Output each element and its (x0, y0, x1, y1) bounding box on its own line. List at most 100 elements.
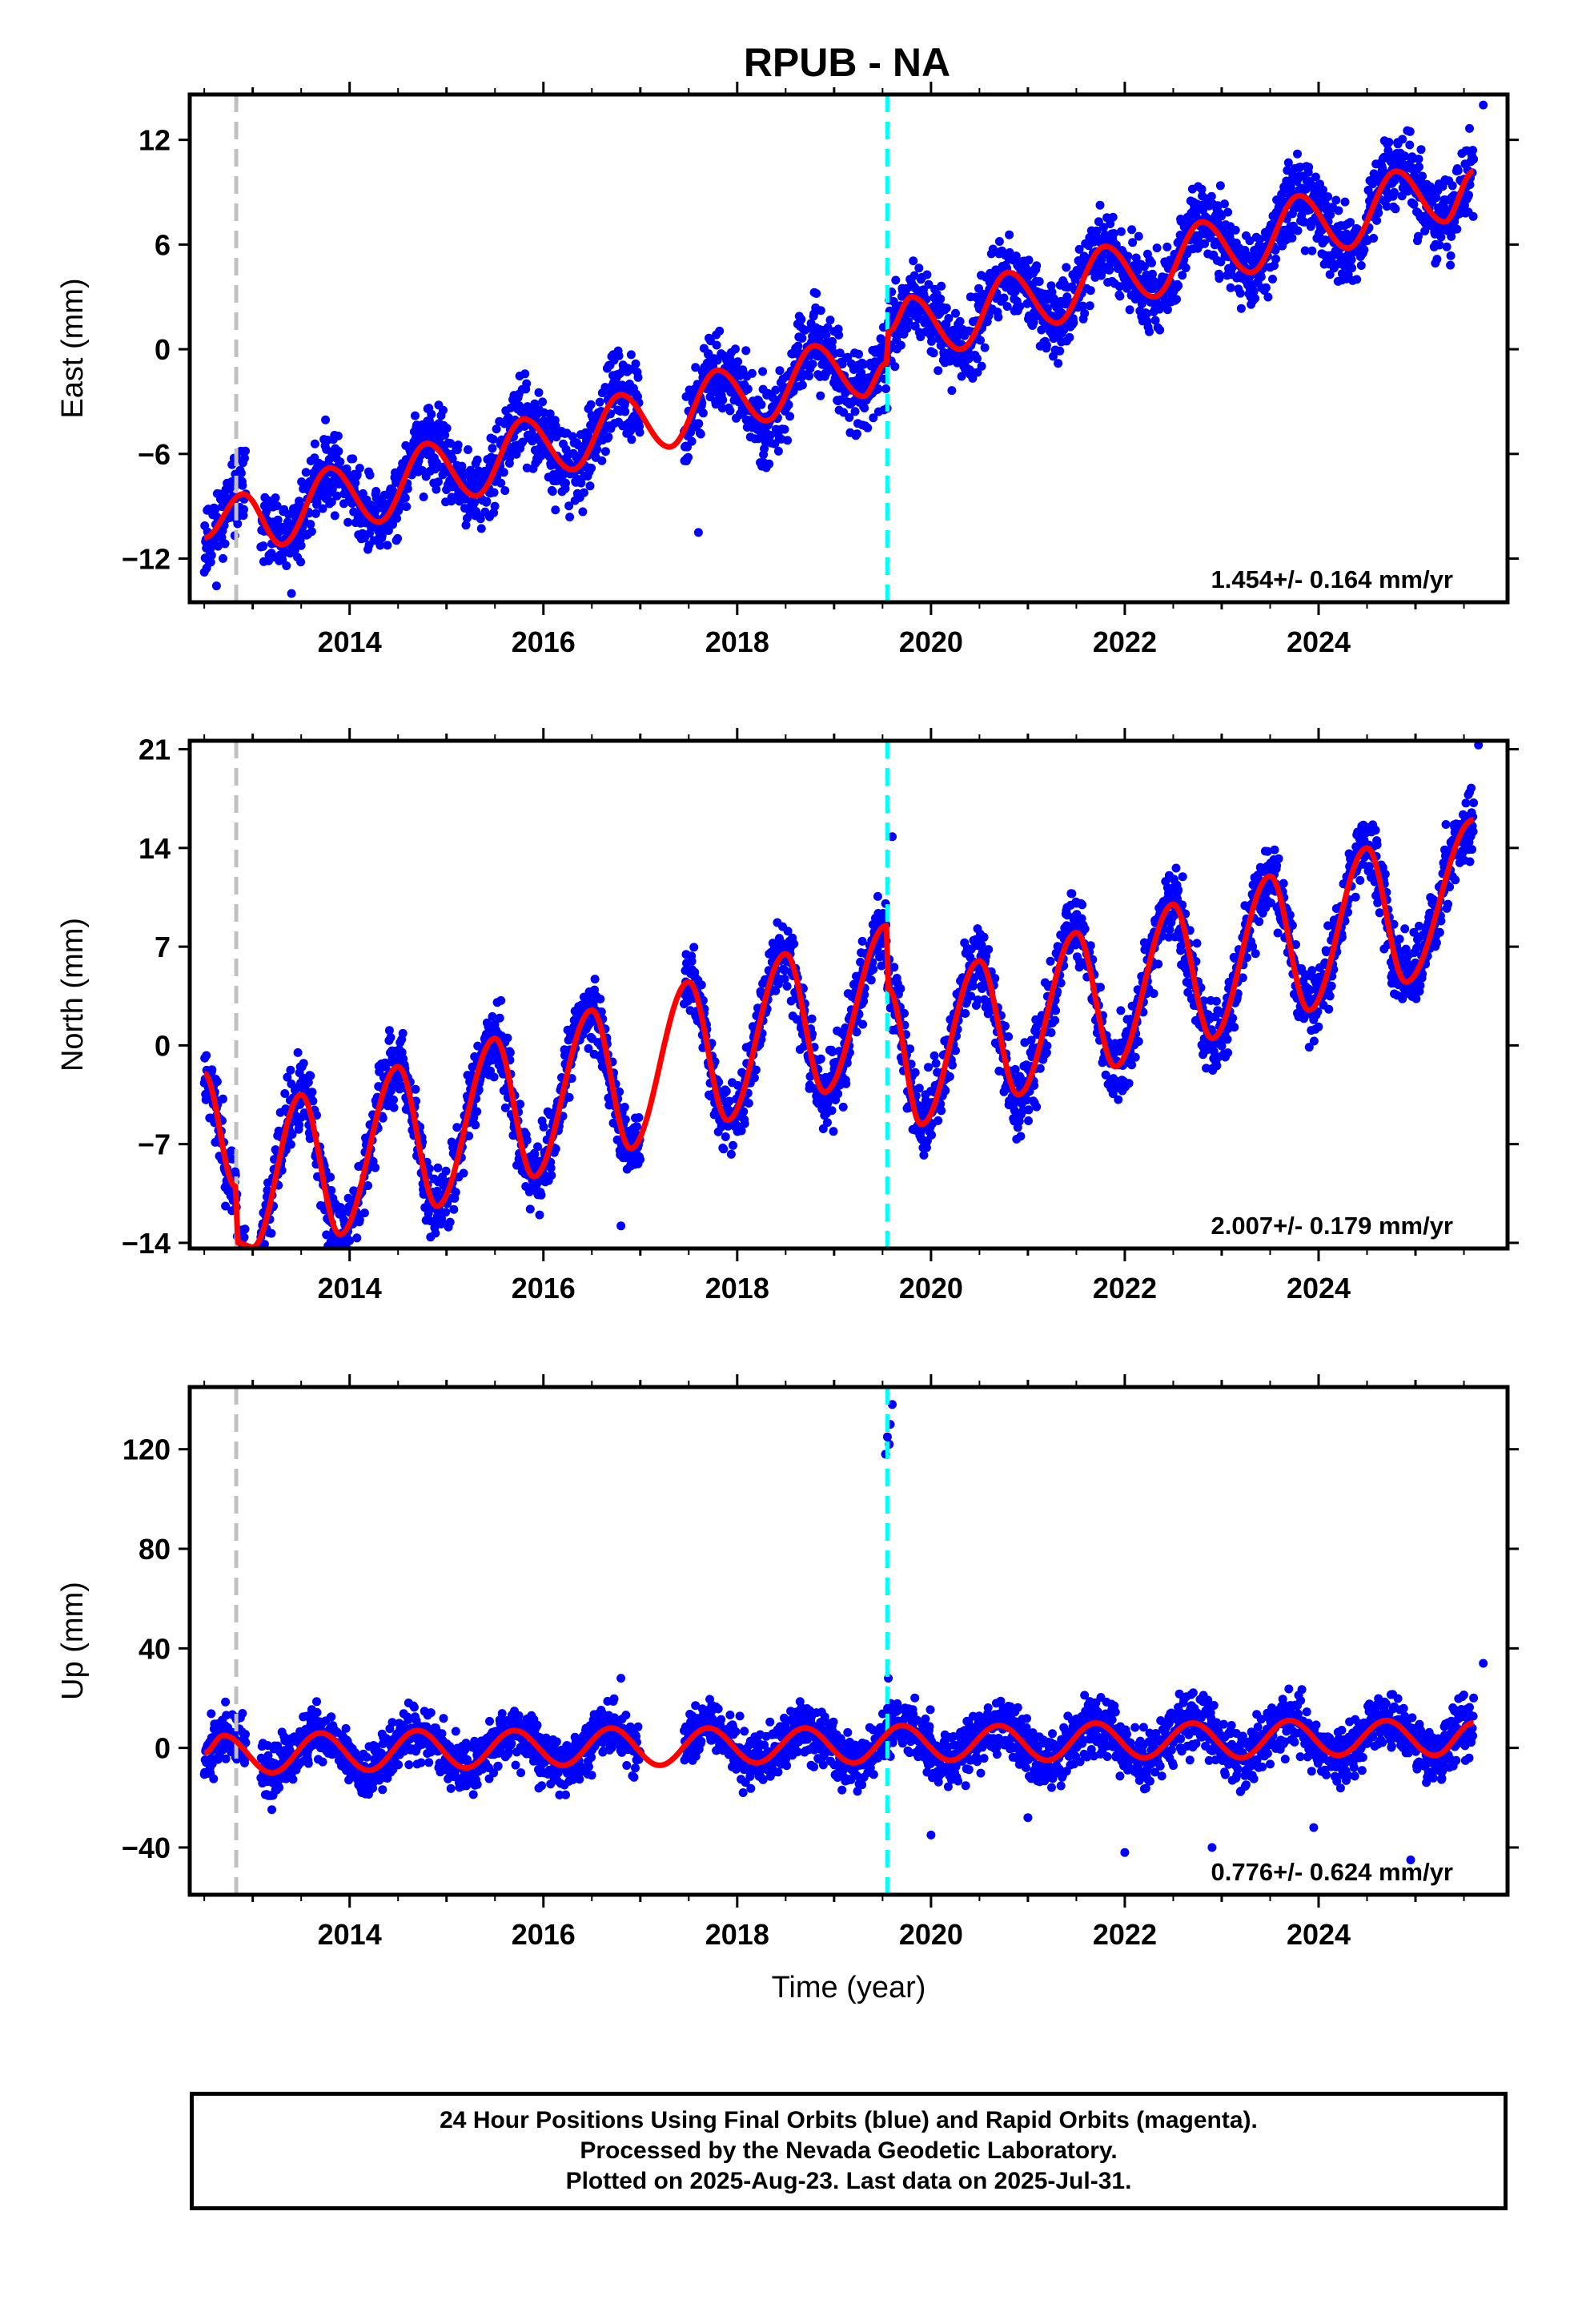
data-point (345, 1236, 355, 1245)
data-point (1215, 274, 1224, 283)
data-point (1150, 316, 1160, 325)
data-point (1024, 255, 1034, 265)
data-point (852, 1027, 861, 1037)
data-point (392, 513, 402, 523)
data-point (334, 447, 343, 456)
data-point (495, 1013, 504, 1023)
data-point (934, 1116, 943, 1125)
data-point (1447, 181, 1457, 191)
data-point (343, 1193, 353, 1203)
data-point (378, 1113, 387, 1123)
data-point (548, 487, 557, 497)
data-point (471, 1120, 480, 1130)
data-point (308, 1096, 318, 1106)
data-point (259, 1252, 268, 1261)
data-point (1207, 191, 1216, 201)
y-axis-label: East (mm) (56, 278, 90, 418)
data-point (1125, 305, 1134, 315)
data-point (389, 1103, 399, 1112)
data-point (828, 336, 837, 346)
data-point (431, 1228, 440, 1238)
data-point (496, 478, 506, 488)
data-point (781, 966, 789, 975)
data-point (365, 470, 375, 480)
data-point (238, 480, 247, 490)
data-point (296, 541, 306, 550)
data-point (241, 446, 250, 456)
data-point (829, 1127, 838, 1136)
data-point (921, 1143, 931, 1152)
data-point (1446, 260, 1456, 270)
data-point (726, 1149, 736, 1159)
data-point (488, 444, 497, 453)
data-point (1465, 123, 1474, 133)
data-point (712, 340, 721, 350)
data-point (1128, 238, 1138, 247)
data-point (1415, 162, 1423, 171)
data-point (522, 379, 532, 388)
data-point (437, 1217, 447, 1227)
data-point (286, 1140, 295, 1149)
data-point (389, 1095, 398, 1104)
data-point (1030, 1081, 1039, 1090)
data-point (713, 356, 722, 365)
data-point (1085, 301, 1094, 311)
data-point (600, 447, 610, 456)
data-point (474, 1085, 484, 1095)
data-point (966, 991, 976, 1001)
data-point (977, 940, 986, 950)
data-point (631, 359, 640, 368)
data-point (321, 415, 331, 424)
x-tick-label: 2018 (705, 625, 769, 658)
data-point (924, 1063, 933, 1072)
data-point (697, 980, 706, 990)
data-point (1116, 227, 1126, 236)
data-point (780, 424, 789, 434)
data-point (334, 1263, 343, 1272)
data-point (1220, 199, 1229, 209)
data-point (595, 397, 604, 407)
data-point (1299, 217, 1309, 227)
data-point (212, 1077, 222, 1087)
data-point (771, 385, 781, 395)
data-point (914, 1084, 924, 1093)
data-point (332, 491, 342, 501)
data-point (1271, 245, 1280, 255)
data-point (296, 557, 306, 567)
data-point (239, 1267, 248, 1276)
data-point (1078, 301, 1088, 311)
data-point (751, 1065, 761, 1075)
data-point (887, 287, 897, 296)
data-point (934, 366, 943, 376)
data-point (1162, 242, 1172, 251)
data-point (419, 493, 428, 501)
data-point (857, 936, 867, 946)
data-point (1235, 288, 1245, 298)
data-point (785, 412, 795, 421)
data-point (859, 360, 869, 369)
data-point (383, 541, 392, 550)
data-point (259, 1240, 269, 1248)
data-point (1245, 236, 1255, 246)
data-point (1268, 275, 1277, 283)
data-point (961, 1009, 970, 1018)
y-tick-label: 0 (155, 333, 171, 366)
data-point (942, 304, 951, 313)
data-point (584, 1043, 593, 1053)
data-point (773, 446, 783, 456)
data-point (1015, 302, 1025, 312)
data-point (902, 324, 912, 333)
data-point (914, 263, 924, 273)
data-point (835, 348, 845, 358)
data-point (534, 388, 544, 397)
data-point (973, 354, 982, 364)
data-point (1024, 1116, 1033, 1125)
data-point (863, 423, 873, 432)
data-point (869, 413, 878, 423)
data-point (1042, 1041, 1052, 1051)
data-point (525, 1204, 535, 1214)
data-point (1251, 294, 1260, 304)
data-point (1086, 286, 1095, 296)
data-point (1062, 263, 1071, 272)
